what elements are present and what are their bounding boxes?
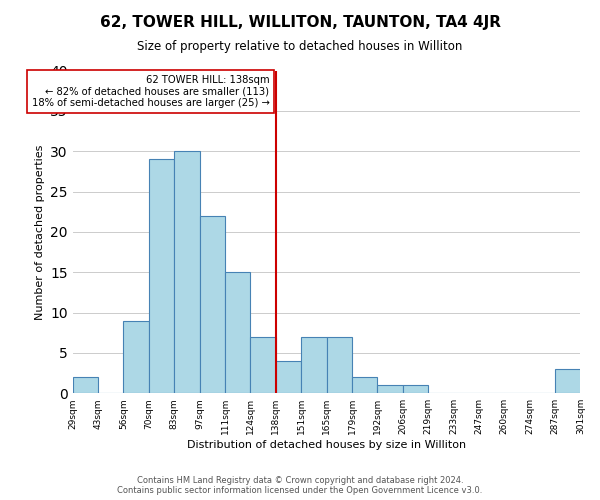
X-axis label: Distribution of detached houses by size in Williton: Distribution of detached houses by size … xyxy=(187,440,466,450)
Text: 62, TOWER HILL, WILLITON, TAUNTON, TA4 4JR: 62, TOWER HILL, WILLITON, TAUNTON, TA4 4… xyxy=(100,15,500,30)
Bar xyxy=(124,320,149,393)
Text: 62 TOWER HILL: 138sqm
← 82% of detached houses are smaller (113)
18% of semi-det: 62 TOWER HILL: 138sqm ← 82% of detached … xyxy=(32,74,269,108)
Bar xyxy=(200,216,225,393)
Bar xyxy=(352,377,377,393)
Text: Size of property relative to detached houses in Williton: Size of property relative to detached ho… xyxy=(137,40,463,53)
Y-axis label: Number of detached properties: Number of detached properties xyxy=(35,144,44,320)
Bar xyxy=(225,272,250,393)
Bar xyxy=(403,385,428,393)
Bar xyxy=(250,336,276,393)
Bar xyxy=(174,151,200,393)
Bar xyxy=(377,385,403,393)
Bar xyxy=(73,377,98,393)
Bar xyxy=(276,361,301,393)
Text: Contains HM Land Registry data © Crown copyright and database right 2024.
Contai: Contains HM Land Registry data © Crown c… xyxy=(118,476,482,495)
Bar xyxy=(326,336,352,393)
Bar xyxy=(301,336,326,393)
Bar xyxy=(149,159,174,393)
Bar xyxy=(555,369,581,393)
